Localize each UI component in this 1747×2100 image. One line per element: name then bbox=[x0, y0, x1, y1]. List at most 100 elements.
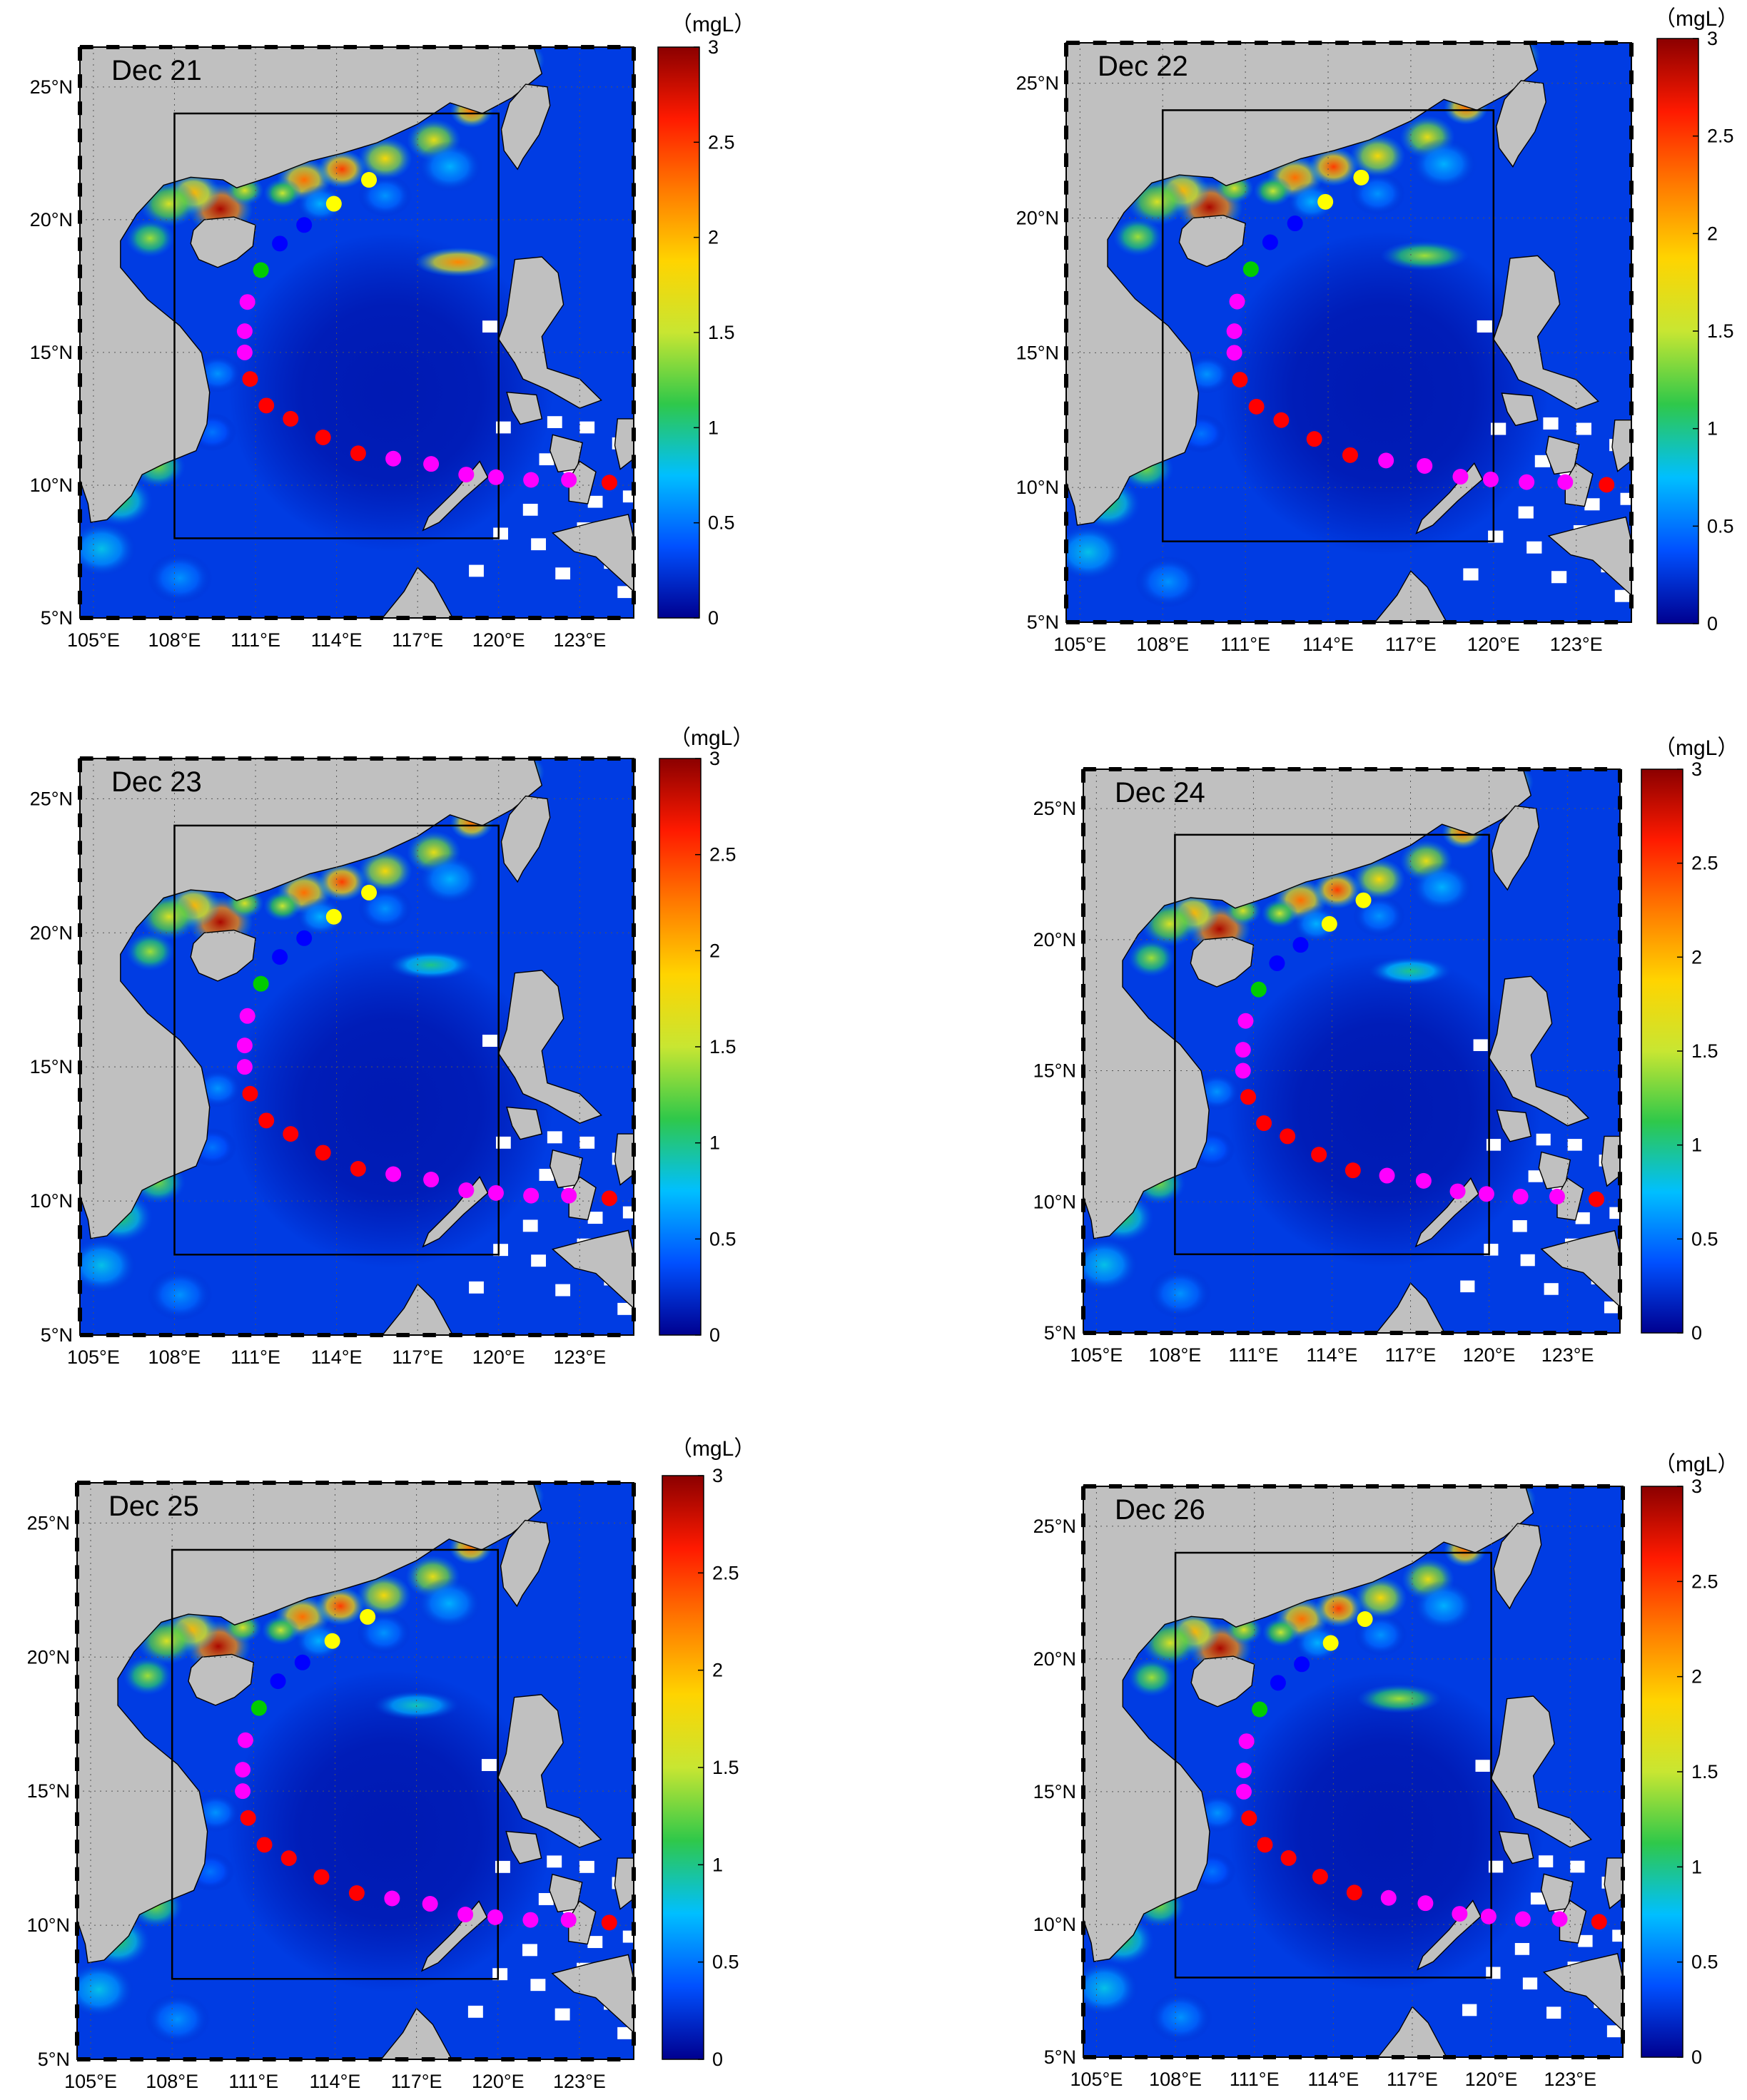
colorbar-tick-label: 3 bbox=[1691, 1476, 1702, 1497]
lat-tick-label: 10°N bbox=[27, 1914, 70, 1936]
typhoon-track-point bbox=[1294, 1656, 1310, 1673]
lon-tick-label: 105°E bbox=[1070, 2069, 1123, 2090]
colorbar bbox=[657, 46, 700, 619]
typhoon-track-point bbox=[1287, 215, 1303, 232]
lon-tick-label: 123°E bbox=[1541, 1344, 1594, 1366]
typhoon-track-point bbox=[283, 1126, 299, 1142]
typhoon-track-point bbox=[1242, 261, 1259, 278]
typhoon-track-point bbox=[1250, 981, 1267, 998]
land-hainan bbox=[190, 929, 256, 982]
missing-data-cell bbox=[555, 2008, 570, 2021]
typhoon-track-point bbox=[487, 1185, 504, 1201]
land-mindanao bbox=[551, 514, 634, 592]
missing-data-cell bbox=[481, 1759, 497, 1771]
land-hainan bbox=[190, 216, 256, 268]
typhoon-track-point bbox=[487, 469, 504, 485]
colorbar bbox=[1641, 769, 1683, 1334]
missing-data-cell bbox=[1536, 1133, 1551, 1146]
colorbar-tick-label: 0 bbox=[709, 1324, 720, 1346]
land-mindanao bbox=[551, 1229, 634, 1309]
colorbar-tick-label: 1 bbox=[1707, 418, 1718, 440]
missing-data-cell bbox=[1512, 1220, 1527, 1232]
typhoon-track-point bbox=[1269, 955, 1285, 971]
missing-data-cell bbox=[587, 1212, 603, 1224]
colorbar-tick-label: 1 bbox=[709, 1132, 720, 1154]
land-mainland bbox=[80, 47, 543, 523]
lon-tick-label: 123°E bbox=[1550, 634, 1603, 655]
missing-data-cell bbox=[1609, 1207, 1620, 1219]
missing-data-cell bbox=[539, 1168, 555, 1181]
chlorophyll-patch bbox=[1148, 1268, 1212, 1319]
land-mainland bbox=[1083, 769, 1532, 1239]
chlorophyll-patch bbox=[1113, 217, 1163, 257]
land-natuna bbox=[183, 1334, 186, 1335]
lon-tick-label: 120°E bbox=[472, 1346, 525, 1368]
typhoon-track-point bbox=[1235, 1783, 1252, 1800]
lon-tick-label: 111°E bbox=[228, 2071, 278, 2092]
colorbar-tick-label: 2 bbox=[1691, 946, 1702, 968]
land-borneo bbox=[382, 567, 454, 618]
chlorophyll-patch bbox=[1066, 524, 1125, 581]
colorbar-tick-label: 2 bbox=[1707, 223, 1718, 244]
colorbar-unit-label: （mgL） bbox=[1654, 736, 1738, 760]
missing-data-cell bbox=[1486, 1967, 1501, 1979]
colorbar-tick-label: 2.5 bbox=[708, 131, 735, 153]
lat-tick-label: 5°N bbox=[41, 607, 73, 629]
typhoon-track-point bbox=[350, 1160, 366, 1177]
land-samar bbox=[614, 1857, 634, 1910]
colorbar-tick-label: 2.5 bbox=[709, 844, 736, 866]
typhoon-track-point bbox=[423, 1172, 440, 1188]
offshore-bloom bbox=[373, 1690, 460, 1720]
map-panel: Dec 26 5°N 10°N 15°N 20°N 25°N 105°E 108°E 111°E… bbox=[1033, 1453, 1739, 2090]
missing-data-cell bbox=[1486, 1139, 1502, 1151]
typhoon-track-point bbox=[1311, 1147, 1327, 1163]
typhoon-track-point bbox=[1551, 1911, 1568, 1927]
chlorophyll-patch bbox=[417, 853, 483, 906]
missing-data-cell bbox=[1625, 793, 1639, 805]
chlorophyll-patch bbox=[318, 862, 367, 901]
typhoon-track-point bbox=[315, 429, 331, 445]
colorbar-unit-label: （mgL） bbox=[671, 1437, 755, 1461]
typhoon-track-point bbox=[1248, 398, 1265, 415]
study-area-box bbox=[173, 824, 500, 1256]
lon-tick-label: 114°E bbox=[311, 1346, 363, 1368]
typhoon-track-point bbox=[561, 1187, 577, 1204]
typhoon-track-point bbox=[1378, 452, 1394, 469]
land-borneo bbox=[380, 2007, 452, 2059]
typhoon-track-point bbox=[1229, 293, 1245, 310]
missing-data-cell bbox=[1584, 498, 1600, 511]
chlorophyll-patch bbox=[261, 1615, 300, 1645]
land-samar bbox=[1604, 1857, 1623, 1909]
typhoon-track-point bbox=[242, 371, 258, 387]
study-area-box bbox=[173, 112, 500, 539]
typhoon-track-point bbox=[1346, 1885, 1362, 1901]
land-mindanao bbox=[1540, 1229, 1620, 1308]
chlorophyll-patch bbox=[263, 891, 302, 921]
lon-tick-label: 117°E bbox=[1385, 634, 1437, 655]
chlorophyll-patch bbox=[1083, 1960, 1139, 2016]
colorbar-tick-label: 1.5 bbox=[708, 322, 735, 343]
lon-tick-label: 108°E bbox=[146, 2071, 198, 2092]
lat-tick-label: 20°N bbox=[1033, 1648, 1076, 1670]
land-taiwan bbox=[1491, 805, 1540, 891]
colorbar-unit-label: （mgL） bbox=[671, 13, 755, 36]
lat-tick-label: 20°N bbox=[1016, 207, 1059, 228]
typhoon-track-point bbox=[1237, 1013, 1254, 1029]
typhoon-track-point bbox=[523, 1187, 540, 1204]
lat-tick-label: 10°N bbox=[1033, 1914, 1076, 1935]
lat-tick-label: 15°N bbox=[27, 1780, 70, 1802]
chlorophyll-patch bbox=[356, 1573, 411, 1617]
lon-tick-label: 120°E bbox=[472, 629, 525, 651]
lon-tick-label: 111°E bbox=[1220, 634, 1270, 655]
typhoon-track-point bbox=[256, 1837, 273, 1853]
land-luzon bbox=[1490, 1695, 1592, 1848]
colorbar-tick-label: 0.5 bbox=[712, 1952, 739, 1973]
chlorophyll-patch bbox=[1135, 556, 1202, 608]
colorbar bbox=[659, 758, 702, 1336]
lon-tick-label: 117°E bbox=[392, 629, 443, 651]
missing-data-cell bbox=[482, 1035, 497, 1047]
offshore-bloom bbox=[1368, 956, 1453, 986]
colorbar-tick-label: 1 bbox=[1691, 1856, 1702, 1877]
lon-tick-label: 123°E bbox=[553, 2071, 606, 2092]
missing-data-cell bbox=[493, 527, 508, 540]
